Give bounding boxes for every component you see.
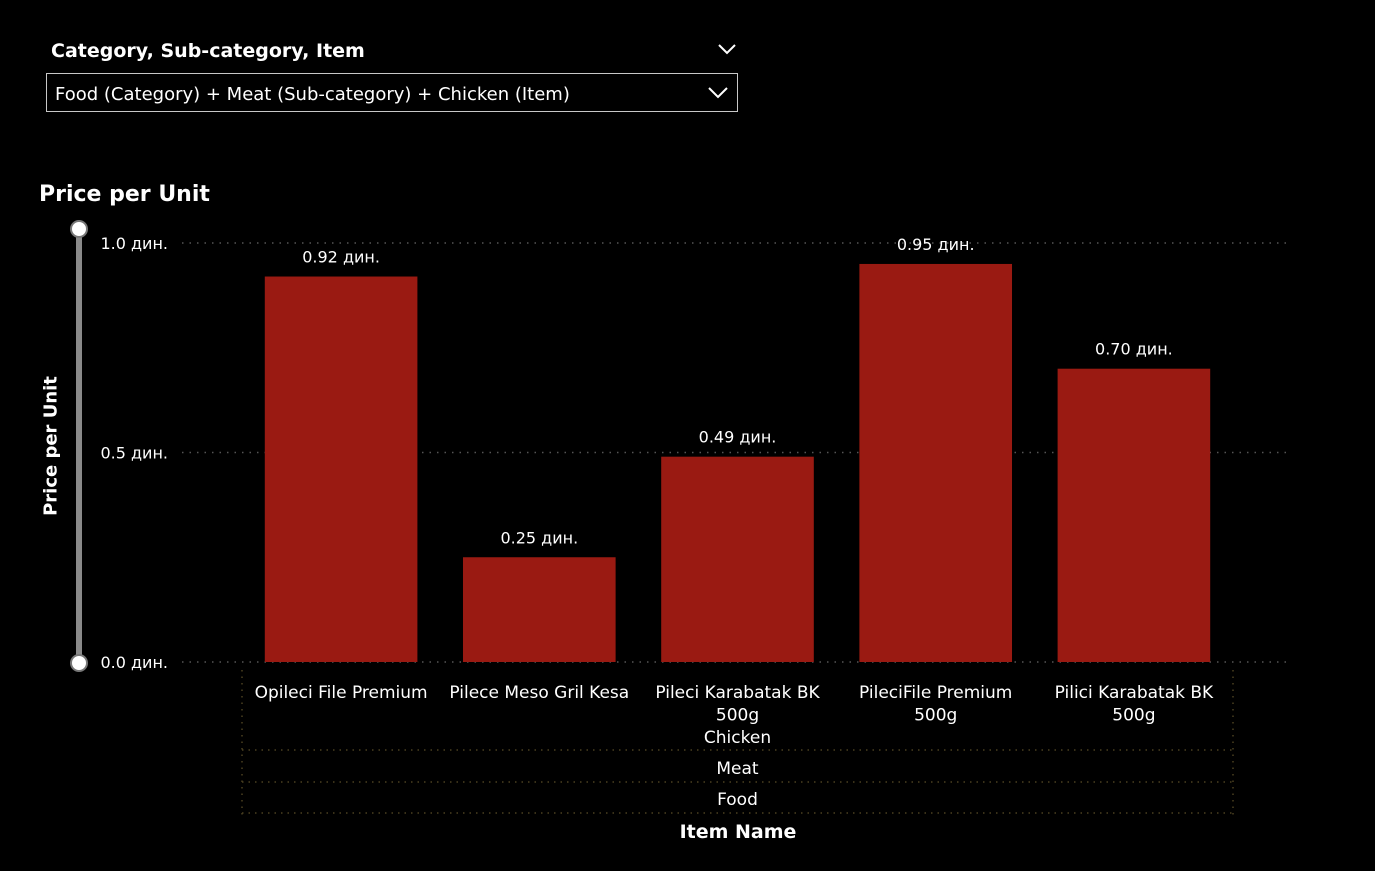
x-category-label: Pilece Meso Gril Kesa [449,683,629,703]
x-category-label-line: 500g [1112,706,1155,726]
bar-data-label: 0.92 дин. [302,248,380,267]
slicer-selected-value: Food (Category) + Meat (Sub-category) + … [55,84,570,105]
x-category-label-line: Pilici Karabatak BK [1055,683,1214,703]
x-category-label: Pileci Karabatak BK 500g [655,683,820,726]
hierarchy-category-label: Food [717,790,758,810]
bar [1057,368,1211,662]
chart-title: Price per Unit [39,182,210,207]
x-category-label: Opileci File Premium [255,683,428,703]
x-axis-title: Item Name [679,821,797,843]
slicer-collapse-chevron-icon[interactable] [716,40,738,58]
y-tick-label: 0.0 дин. [100,653,168,672]
bar [264,276,418,662]
x-category-label-line: Pilece Meso Gril Kesa [449,683,629,703]
bar-data-label: 0.70 дин. [1095,340,1173,359]
y-tick-label: 0.5 дин. [100,444,168,463]
hierarchy-item-label: Chicken [704,728,771,748]
y-tick-label: 1.0 дин. [100,234,168,253]
x-category-label-line: PileciFile Premium [859,683,1012,703]
x-category-label-line: 500g [914,706,957,726]
slicer-header: Category, Sub-category, Item [50,38,740,66]
slicer-title: Category, Sub-category, Item [51,40,365,62]
bar [859,263,1013,662]
zoom-slider-bottom-handle[interactable] [70,654,88,672]
hierarchy-subcategory-label: Meat [716,759,759,779]
zoom-slider-top-handle[interactable] [70,220,88,238]
x-category-label-line: Pileci Karabatak BK [655,683,820,703]
bar-data-label: 0.49 дин. [699,428,777,447]
dropdown-chevron-icon[interactable] [707,85,729,101]
bar-data-label: 0.95 дин. [897,235,975,254]
x-category-label: Pilici Karabatak BK 500g [1055,683,1214,726]
bar [462,557,616,662]
x-category-label-line: Opileci File Premium [255,683,428,703]
x-category-label-line: 500g [716,706,759,726]
bar [661,456,814,662]
x-category-label: PileciFile Premium 500g [859,683,1012,726]
y-axis-zoom-slider[interactable] [76,229,82,663]
bar-data-label: 0.25 дин. [500,528,578,547]
slicer-dropdown[interactable]: Food (Category) + Meat (Sub-category) + … [46,73,738,112]
